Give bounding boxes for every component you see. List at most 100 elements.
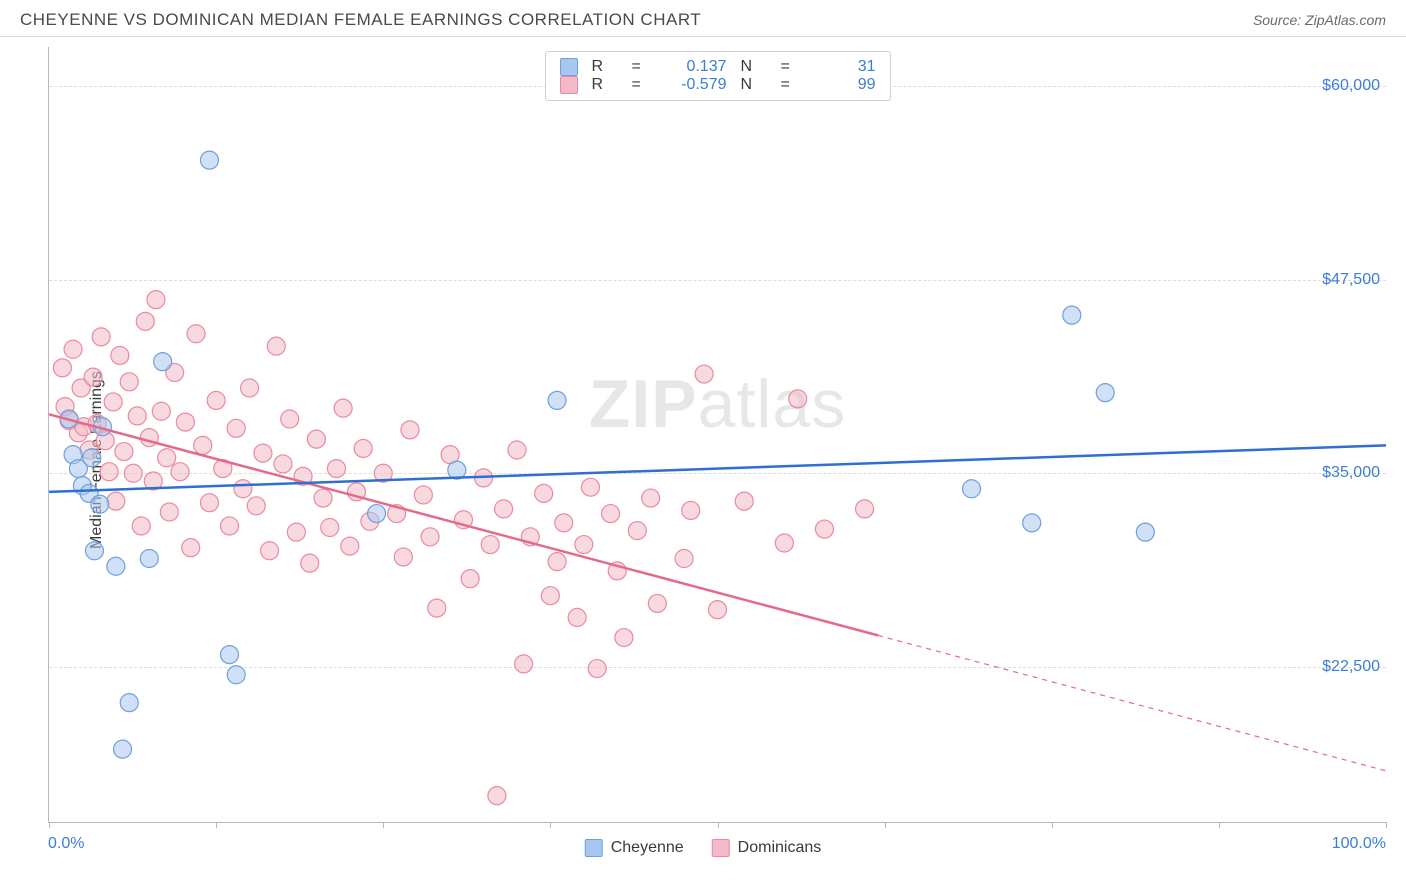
data-point bbox=[200, 151, 218, 169]
data-point bbox=[508, 441, 526, 459]
data-point bbox=[267, 337, 285, 355]
data-point bbox=[648, 594, 666, 612]
data-point bbox=[642, 489, 660, 507]
data-point bbox=[421, 528, 439, 546]
data-point bbox=[128, 407, 146, 425]
data-point bbox=[575, 536, 593, 554]
data-point bbox=[682, 501, 700, 519]
data-point bbox=[182, 539, 200, 557]
data-point bbox=[140, 550, 158, 568]
data-point bbox=[83, 449, 101, 467]
data-point bbox=[120, 373, 138, 391]
data-point bbox=[775, 534, 793, 552]
source-prefix: Source: bbox=[1253, 12, 1305, 28]
data-point bbox=[535, 484, 553, 502]
data-point bbox=[120, 694, 138, 712]
data-point bbox=[227, 666, 245, 684]
data-point bbox=[147, 291, 165, 309]
data-point bbox=[568, 608, 586, 626]
cheyenne-swatch-icon bbox=[560, 58, 578, 76]
data-point bbox=[581, 478, 599, 496]
dominicans-swatch-icon bbox=[560, 76, 578, 94]
data-point bbox=[1136, 523, 1154, 541]
n-label: N bbox=[741, 58, 767, 76]
data-point bbox=[368, 505, 386, 523]
data-point bbox=[555, 514, 573, 532]
data-point bbox=[1063, 306, 1081, 324]
data-point bbox=[334, 399, 352, 417]
x-tick bbox=[1052, 822, 1053, 828]
data-point bbox=[84, 368, 102, 386]
data-point bbox=[541, 587, 559, 605]
data-point bbox=[154, 353, 172, 371]
data-point bbox=[111, 346, 129, 364]
data-point bbox=[314, 489, 332, 507]
data-point bbox=[200, 494, 218, 512]
data-point bbox=[428, 599, 446, 617]
data-point bbox=[241, 379, 259, 397]
data-point bbox=[207, 391, 225, 409]
data-point bbox=[254, 444, 272, 462]
series-legend: Cheyenne Dominicans bbox=[585, 839, 822, 857]
data-point bbox=[247, 497, 265, 515]
chart-header: CHEYENNE VS DOMINICAN MEDIAN FEMALE EARN… bbox=[0, 0, 1406, 37]
data-point bbox=[301, 554, 319, 572]
data-point bbox=[287, 523, 305, 541]
x-axis-min-label: 0.0% bbox=[48, 835, 84, 853]
data-point bbox=[92, 328, 110, 346]
data-point bbox=[815, 520, 833, 538]
n-value-2: 99 bbox=[821, 76, 876, 94]
data-point bbox=[307, 430, 325, 448]
data-point bbox=[160, 503, 178, 521]
correlation-row-2: R = -0.579 N = 99 bbox=[560, 76, 876, 94]
data-point bbox=[152, 402, 170, 420]
data-point bbox=[220, 517, 238, 535]
x-axis-max-label: 100.0% bbox=[1332, 835, 1386, 853]
eq-label-4: = bbox=[781, 76, 807, 94]
data-point bbox=[341, 537, 359, 555]
data-point bbox=[856, 500, 874, 518]
r-label: R bbox=[592, 58, 618, 76]
data-point bbox=[107, 492, 125, 510]
data-point bbox=[789, 390, 807, 408]
data-point bbox=[414, 486, 432, 504]
data-point bbox=[158, 449, 176, 467]
legend-item-dominicans: Dominicans bbox=[712, 839, 822, 857]
data-point bbox=[394, 548, 412, 566]
data-point bbox=[281, 410, 299, 428]
data-point bbox=[124, 464, 142, 482]
correlation-row-1: R = 0.137 N = 31 bbox=[560, 58, 876, 76]
data-point bbox=[114, 740, 132, 758]
chart-title: CHEYENNE VS DOMINICAN MEDIAN FEMALE EARN… bbox=[20, 10, 701, 30]
legend-label-dominicans: Dominicans bbox=[738, 839, 822, 857]
n-label-2: N bbox=[741, 76, 767, 94]
x-tick bbox=[1386, 822, 1387, 828]
data-point bbox=[735, 492, 753, 510]
data-point bbox=[187, 325, 205, 343]
data-point bbox=[115, 443, 133, 461]
data-point bbox=[963, 480, 981, 498]
data-point bbox=[176, 413, 194, 431]
data-point bbox=[588, 660, 606, 678]
eq-label-3: = bbox=[632, 76, 658, 94]
data-point bbox=[354, 439, 372, 457]
source-name: ZipAtlas.com bbox=[1305, 12, 1386, 28]
x-tick bbox=[550, 822, 551, 828]
x-tick bbox=[718, 822, 719, 828]
data-point bbox=[227, 419, 245, 437]
source-attribution: Source: ZipAtlas.com bbox=[1253, 12, 1386, 28]
data-point bbox=[104, 393, 122, 411]
trend-line-dashed bbox=[878, 635, 1386, 770]
data-point bbox=[488, 787, 506, 805]
legend-label-cheyenne: Cheyenne bbox=[611, 839, 684, 857]
cheyenne-legend-swatch-icon bbox=[585, 839, 603, 857]
data-point bbox=[136, 312, 154, 330]
eq-label-2: = bbox=[781, 58, 807, 76]
legend-item-cheyenne: Cheyenne bbox=[585, 839, 684, 857]
data-point bbox=[515, 655, 533, 673]
trend-line-solid bbox=[49, 414, 878, 635]
data-point bbox=[234, 480, 252, 498]
data-point bbox=[100, 463, 118, 481]
x-tick bbox=[49, 822, 50, 828]
data-point bbox=[548, 553, 566, 571]
